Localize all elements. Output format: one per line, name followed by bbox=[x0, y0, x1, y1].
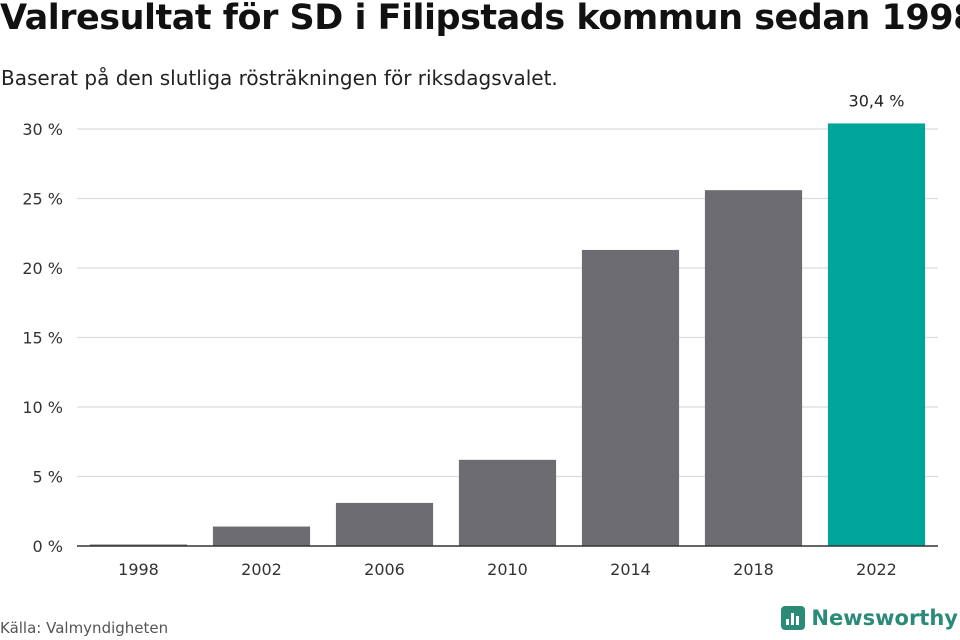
data-label: 30,4 % bbox=[849, 91, 905, 110]
x-tick-label: 2010 bbox=[487, 560, 528, 579]
x-tick-label: 2014 bbox=[610, 560, 651, 579]
y-tick-label: 0 % bbox=[33, 537, 63, 556]
y-tick-label: 10 % bbox=[22, 398, 63, 417]
chart-title: Valresultat för SD i Filipstads kommun s… bbox=[0, 0, 960, 38]
x-axis-tick-labels: 1998 2002 2006 2010 2014 2018 2022 bbox=[118, 560, 897, 579]
bar-2022 bbox=[827, 123, 926, 546]
bar-2014 bbox=[581, 249, 680, 546]
y-tick-label: 20 % bbox=[22, 259, 63, 278]
x-tick-label: 2022 bbox=[856, 560, 897, 579]
y-axis-tick-labels: 0 % 5 % 10 % 15 % 20 % 25 % 30 % bbox=[22, 120, 63, 556]
bar-2010 bbox=[458, 459, 557, 546]
bar-chart: 0 % 5 % 10 % 15 % 20 % 25 % 30 % 1998 2002 2006 2… bbox=[22, 91, 938, 579]
brand[interactable]: Newsworthy bbox=[781, 606, 958, 630]
brand-name: Newsworthy bbox=[811, 606, 958, 630]
y-tick-label: 5 % bbox=[33, 468, 63, 487]
chart-subtitle: Baserat på den slutliga rösträkningen fö… bbox=[1, 66, 558, 90]
bars bbox=[89, 123, 926, 546]
y-tick-label: 30 % bbox=[22, 120, 63, 139]
x-tick-label: 2002 bbox=[241, 560, 282, 579]
y-tick-label: 15 % bbox=[22, 329, 63, 348]
bar-2006 bbox=[335, 502, 434, 546]
x-tick-label: 2018 bbox=[733, 560, 774, 579]
x-tick-label: 1998 bbox=[118, 560, 159, 579]
data-labels: 30,4 % bbox=[849, 91, 905, 110]
bar-2002 bbox=[212, 526, 311, 546]
source-note: Källa: Valmyndigheten bbox=[0, 619, 169, 637]
newsworthy-logo-icon bbox=[781, 606, 806, 630]
gridlines bbox=[77, 128, 938, 478]
bar-2018 bbox=[704, 190, 803, 546]
x-tick-label: 2006 bbox=[364, 560, 405, 579]
y-tick-label: 25 % bbox=[22, 190, 63, 209]
